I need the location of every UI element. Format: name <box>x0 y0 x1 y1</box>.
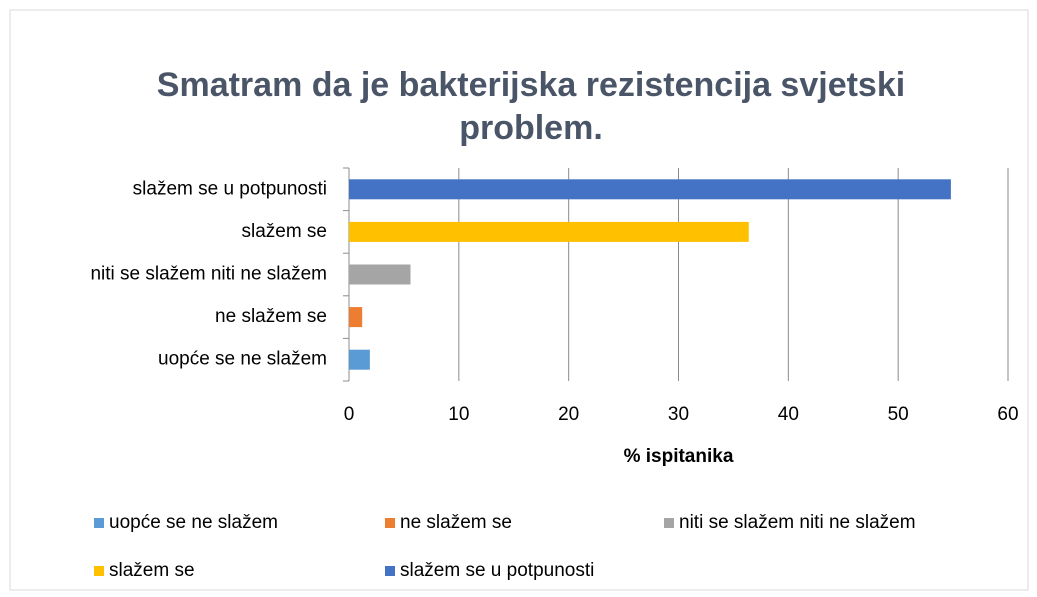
legend-label: slažem se <box>109 560 195 581</box>
y-tick-label: ne slažem se <box>215 306 327 327</box>
y-tick-label: niti se slažem niti ne slažem <box>90 264 327 285</box>
x-tick-label: 10 <box>448 404 469 425</box>
x-tick-label: 60 <box>997 404 1018 425</box>
x-tick-label: 40 <box>778 404 799 425</box>
chart-border <box>9 9 1029 591</box>
bar <box>349 221 749 242</box>
y-tick-label: slažem se u potpunosti <box>133 178 327 199</box>
x-tick-label: 50 <box>888 404 909 425</box>
legend-label: slažem se u potpunosti <box>400 560 594 581</box>
legend-marker <box>385 518 395 528</box>
bar <box>349 179 951 200</box>
bar <box>349 307 363 328</box>
x-tick-label: 0 <box>344 404 355 425</box>
bar <box>349 264 411 285</box>
bar <box>349 349 370 370</box>
legend-marker <box>385 566 395 576</box>
chart-title: Smatram da je bakterijska rezistencija s… <box>156 66 906 147</box>
x-tick-label: 30 <box>668 404 689 425</box>
legend-label: uopće se ne slažem <box>109 512 278 533</box>
x-axis-title: % ispitanika <box>624 446 734 467</box>
x-tick-label: 20 <box>558 404 579 425</box>
legend-label: niti se slažem niti ne slažem <box>679 512 916 533</box>
legend-marker <box>94 518 104 528</box>
legend-marker <box>94 566 104 576</box>
y-tick-label: uopće se ne slažem <box>158 349 327 370</box>
legend-marker <box>664 518 674 528</box>
legend-label: ne slažem se <box>400 512 512 533</box>
y-tick-label: slažem se <box>241 221 327 242</box>
